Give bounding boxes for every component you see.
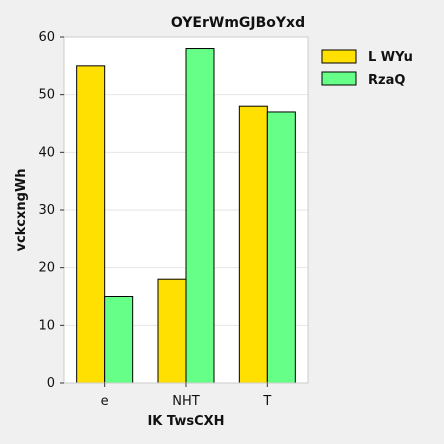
x-tick-label: NHT <box>172 394 200 409</box>
y-tick-label: 50 <box>38 88 55 103</box>
bar-rzaq-e <box>104 296 134 384</box>
legend-swatch-l-wyu <box>321 49 357 64</box>
bar-l-wyu-e <box>76 65 106 384</box>
y-tick-label: 0 <box>47 376 55 391</box>
x-axis-ticks: e NHT T <box>101 383 271 409</box>
legend-label-rzaq: RzaQ <box>368 73 405 88</box>
legend: L WYu RzaQ <box>321 49 413 88</box>
y-tick-label: 10 <box>38 318 55 333</box>
x-tick-label: T <box>262 394 271 409</box>
bar-l-wyu-nht <box>157 278 187 384</box>
bars <box>76 48 296 384</box>
legend-swatch-rzaq <box>321 71 357 86</box>
y-axis-ticks: 0 10 20 30 40 50 60 <box>38 30 64 391</box>
y-tick-label: 20 <box>38 261 55 276</box>
y-axis-title: vckcxngWh <box>14 168 29 251</box>
legend-label-l-wyu: L WYu <box>368 50 413 65</box>
bar-rzaq-t <box>266 111 296 384</box>
y-tick-label: 30 <box>38 203 55 218</box>
bar-l-wyu-t <box>238 105 268 384</box>
y-tick-label: 40 <box>38 145 55 160</box>
y-tick-label: 60 <box>38 30 55 45</box>
bar-rzaq-nht <box>185 48 215 384</box>
x-tick-label: e <box>101 394 109 409</box>
chart-title: OYErWmGJBoYxd <box>171 15 305 31</box>
x-axis-title: IK TwsCXH <box>147 414 224 429</box>
